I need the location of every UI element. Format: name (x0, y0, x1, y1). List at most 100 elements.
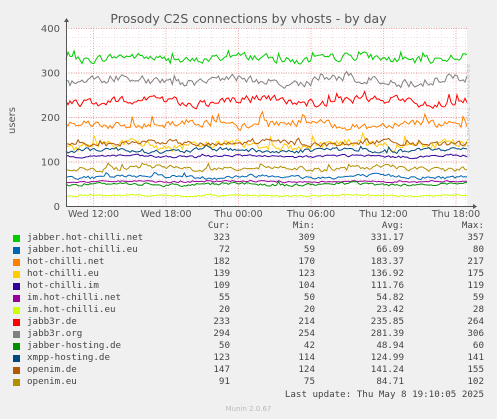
legend-series-name: jabb3r.org (27, 328, 83, 339)
legend-row: hot-chilli.net 182 170 183.37 217 (0, 256, 497, 268)
legend-row: openim.eu 91 75 84.71 102 (0, 376, 497, 388)
x-tick-label: Wed 12:00 (68, 209, 119, 220)
series-line-jabber-hosting-de (65, 180, 468, 188)
legend-avg: 84.71 (376, 376, 404, 387)
x-tick-label: Thu 06:00 (286, 209, 335, 220)
legend-swatch (13, 355, 20, 362)
legend-avg: 124.99 (370, 352, 404, 363)
series-line-jabb3r-de (65, 90, 468, 110)
legend-cur: 233 (213, 316, 230, 327)
legend-avg: 136.92 (370, 268, 404, 279)
legend-row: im.hot-chilli.net 55 50 54.82 59 (0, 292, 497, 304)
y-tick-label: 400 (41, 24, 60, 35)
legend-series-name: hot-chilli.im (27, 280, 99, 291)
legend-rows: jabber.hot-chilli.net 323 309 331.17 357 jabb… (0, 232, 497, 388)
legend-max: 28 (472, 304, 484, 315)
legend-cur: 50 (218, 340, 230, 351)
legend-swatch (13, 259, 20, 266)
legend-max: 60 (472, 340, 484, 351)
legend-col-cur: Cur: (207, 220, 230, 231)
legend-max: 155 (467, 364, 484, 375)
legend-cur: 91 (218, 376, 230, 387)
legend-min: 309 (298, 232, 315, 243)
legend-cur: 147 (213, 364, 230, 375)
legend-swatch (13, 283, 20, 290)
x-tick-label: Thu 12:00 (358, 209, 407, 220)
legend-header: Cur: Min: Avg: Max: (0, 220, 497, 232)
last-update-text: Last update: Thu May 8 19:10:05 2025 (284, 389, 484, 400)
legend-swatch (13, 367, 20, 374)
legend-max: 264 (467, 316, 484, 327)
series-line-hot-chilli-eu (65, 131, 468, 153)
legend-row: jabber.hot-chilli.net 323 309 331.17 357 (0, 232, 497, 244)
series-line-hot-chilli-net (65, 110, 468, 132)
legend-avg: 331.17 (370, 232, 404, 243)
legend-avg: 235.85 (370, 316, 404, 327)
y-tick-label: 0 (54, 202, 60, 213)
legend-avg: 23.42 (376, 304, 404, 315)
legend-row: jabber-hosting.de 50 42 48.94 60 (0, 340, 497, 352)
legend-row: xmpp-hosting.de 123 114 124.99 141 (0, 352, 497, 364)
series-line-jabber-hot-chilli-eu (65, 171, 468, 181)
legend-row: hot-chilli.eu 139 123 136.92 175 (0, 268, 497, 280)
legend-max: 59 (472, 292, 484, 303)
legend-row: hot-chilli.im 109 104 111.76 119 (0, 280, 497, 292)
legend-swatch (13, 379, 20, 386)
legend-min: 124 (298, 364, 315, 375)
legend-min: 59 (303, 244, 315, 255)
series-line-xmpp-hosting-de (65, 144, 468, 155)
legend-avg: 111.76 (370, 280, 404, 291)
legend-swatch (13, 295, 20, 302)
legend-series-name: jabber-hosting.de (27, 340, 122, 351)
legend-series-name: jabber.hot-chilli.net (27, 232, 144, 243)
legend-series-name: jabber.hot-chilli.eu (27, 244, 138, 255)
legend-swatch (13, 343, 20, 350)
legend-max: 357 (467, 232, 484, 243)
x-tick-label: Thu 00:00 (213, 209, 262, 220)
legend-cur: 72 (218, 244, 230, 255)
legend-max: 102 (467, 376, 484, 387)
legend-min: 123 (298, 268, 315, 279)
legend-cur: 20 (218, 304, 230, 315)
legend-series-name: openim.de (27, 364, 77, 375)
legend-swatch (13, 271, 20, 278)
legend-cur: 139 (213, 268, 230, 279)
legend-cur: 123 (213, 352, 230, 363)
legend-min: 50 (303, 292, 315, 303)
legend-avg: 281.39 (370, 328, 404, 339)
series-line-hot-chilli-im (65, 153, 468, 160)
legend-max: 217 (467, 256, 484, 267)
legend-cur: 323 (213, 232, 230, 243)
legend-min: 214 (298, 316, 315, 327)
legend-swatch (13, 247, 20, 254)
y-tick-label: 200 (41, 113, 60, 124)
legend-max: 141 (467, 352, 484, 363)
legend-table: Cur: Min: Avg: Max: jabber.hot-chilli.ne… (0, 220, 497, 388)
legend-col-min: Min: (292, 220, 315, 231)
series-line-im-hot-chilli-net (65, 179, 467, 184)
legend-swatch (13, 319, 20, 326)
line-chart: 0 100 200 300 400 Wed 12:00 Wed 18:00 Thu 00:00… (41, 18, 480, 220)
legend-avg: 141.24 (370, 364, 404, 375)
legend-min: 42 (303, 340, 315, 351)
y-tick-label: 100 (41, 158, 60, 169)
y-axis-arrow (64, 18, 69, 22)
x-tick-label: Thu 18:00 (431, 209, 480, 220)
legend-cur: 109 (213, 280, 230, 291)
legend-min: 104 (298, 280, 315, 291)
munin-version: Munin 2.0.67 (225, 405, 272, 413)
x-tick-label: Wed 18:00 (140, 209, 191, 220)
legend-row: jabb3r.de 233 214 235.85 264 (0, 316, 497, 328)
legend-swatch (13, 235, 20, 242)
legend-cur: 182 (213, 256, 230, 267)
series-line-jabb3r-org (65, 70, 468, 89)
legend-cur: 55 (218, 292, 230, 303)
legend-row: jabber.hot-chilli.eu 72 59 66.09 80 (0, 244, 497, 256)
legend-min: 114 (298, 352, 315, 363)
legend-series-name: jabb3r.de (27, 316, 77, 327)
legend-max: 80 (472, 244, 484, 255)
legend-series-name: hot-chilli.net (27, 256, 105, 267)
legend-min: 20 (303, 304, 315, 315)
legend-avg: 183.37 (370, 256, 404, 267)
legend-min: 254 (298, 328, 315, 339)
